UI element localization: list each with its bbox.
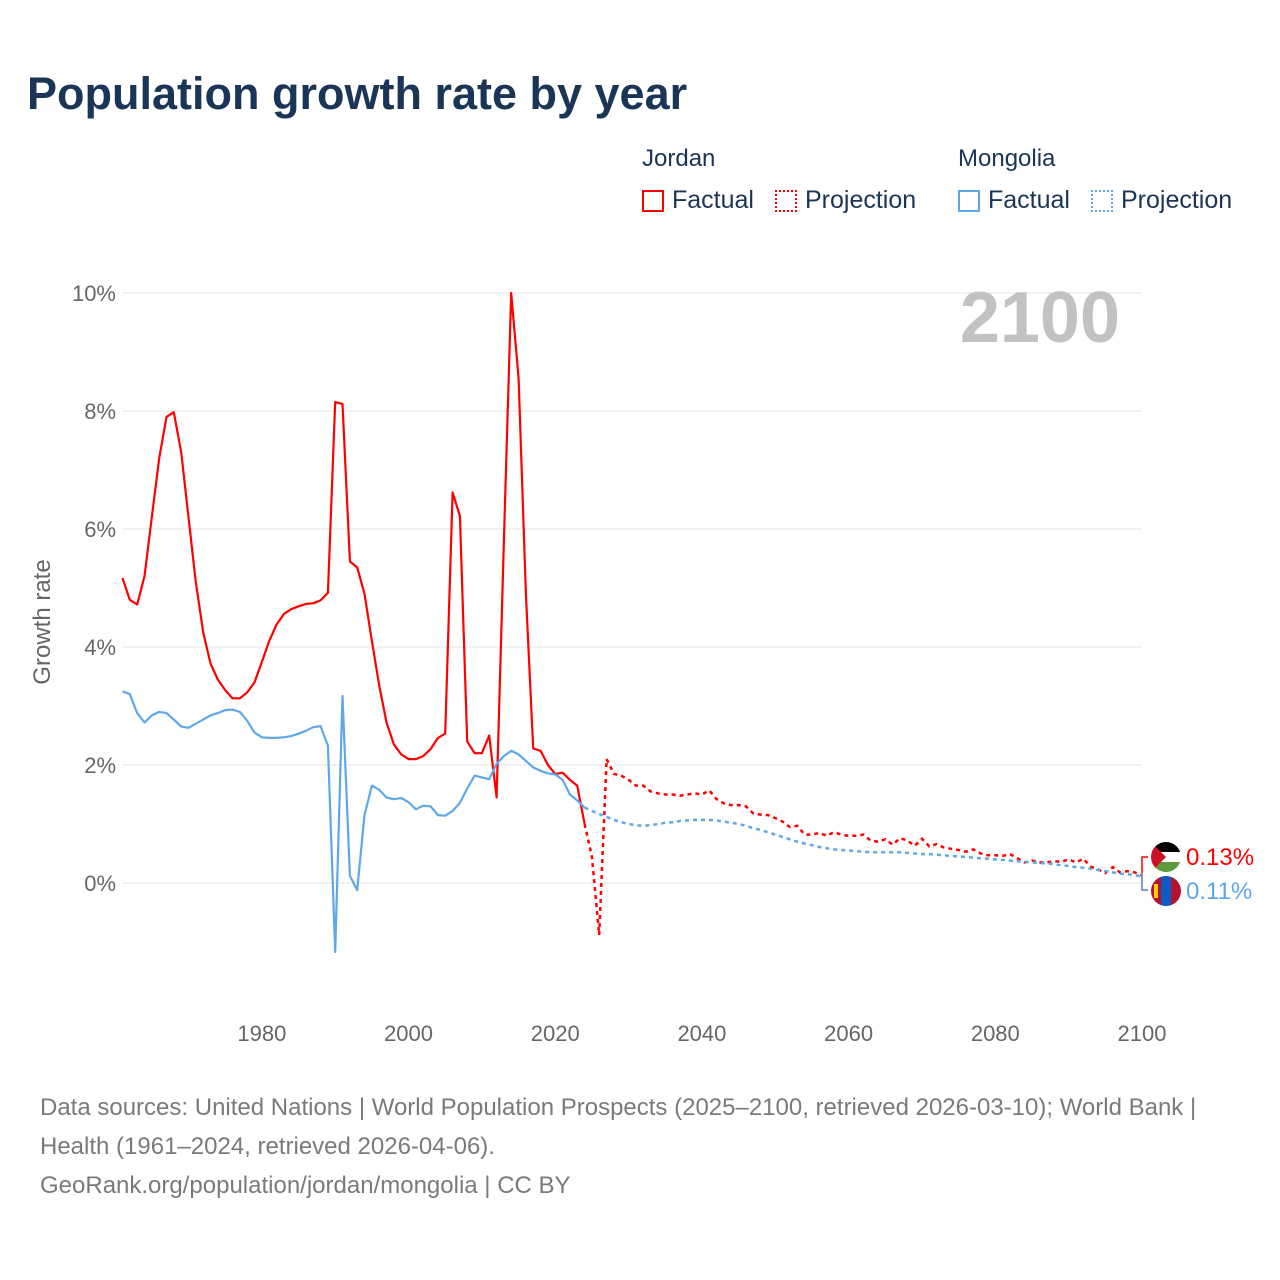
x-tick-label: 2080 (971, 1021, 1020, 1046)
x-tick-label: 2040 (677, 1021, 726, 1046)
legend-swatch-solid (958, 189, 980, 212)
mongolia-flag-icon (1151, 876, 1181, 906)
legend-jordan-heading: Jordan (642, 145, 716, 172)
x-tick-label: 2020 (531, 1021, 580, 1046)
end-labels: 0.13% 0.11% (1141, 842, 1254, 906)
mongolia-projection-line (584, 806, 1143, 878)
end-bracket-mongolia (1141, 873, 1148, 891)
data-sources-text: Data sources: United Nations | World Pop… (40, 1094, 1197, 1160)
y-tick-label: 0% (84, 871, 116, 896)
y-tick-label: 4% (84, 635, 116, 660)
jordan-factual-line (121, 291, 586, 825)
legend-mongolia-projection[interactable]: Projection (1091, 186, 1232, 215)
end-label-jordan: 0.13% (1186, 844, 1254, 871)
y-tick-label: 6% (84, 517, 116, 542)
legend-swatch-dotted (775, 189, 797, 212)
chart-title: Population growth rate by year (27, 68, 688, 119)
end-label-mongolia: 0.11% (1186, 878, 1252, 905)
mongolia-factual-line (122, 690, 586, 954)
y-axis-label: Growth rate (29, 559, 56, 684)
x-tick-label: 1980 (237, 1021, 286, 1046)
legend-jordan-projection[interactable]: Projection (775, 186, 916, 215)
y-tick-label: 8% (84, 399, 116, 424)
legend-label: Factual (672, 186, 754, 214)
legend-mongolia-heading: Mongolia (958, 145, 1056, 172)
legend-mongolia-factual[interactable]: Factual (958, 186, 1070, 215)
legend-jordan-factual[interactable]: Factual (642, 186, 754, 215)
footer: Data sources: United Nations | World Pop… (40, 1088, 1240, 1205)
jordan-projection-line (583, 758, 1143, 936)
jordan-flag-icon (1151, 842, 1181, 872)
y-tick-label: 10% (72, 281, 116, 306)
x-tick-label: 2060 (824, 1021, 873, 1046)
x-tick-label: 2100 (1118, 1021, 1167, 1046)
legend-label: Projection (1121, 186, 1233, 214)
legend-swatch-dotted (1091, 189, 1113, 212)
legend-swatch-solid (642, 189, 664, 212)
current-year-label: 2100 (960, 278, 1120, 358)
end-bracket-jordan (1141, 856, 1148, 891)
y-tick-label: 2% (84, 753, 116, 778)
legend-label: Projection (805, 186, 917, 214)
legend-label: Factual (988, 186, 1070, 214)
x-tick-label: 2000 (384, 1021, 433, 1046)
attribution-link[interactable]: GeoRank.org/population/jordan/mongolia |… (40, 1172, 571, 1199)
